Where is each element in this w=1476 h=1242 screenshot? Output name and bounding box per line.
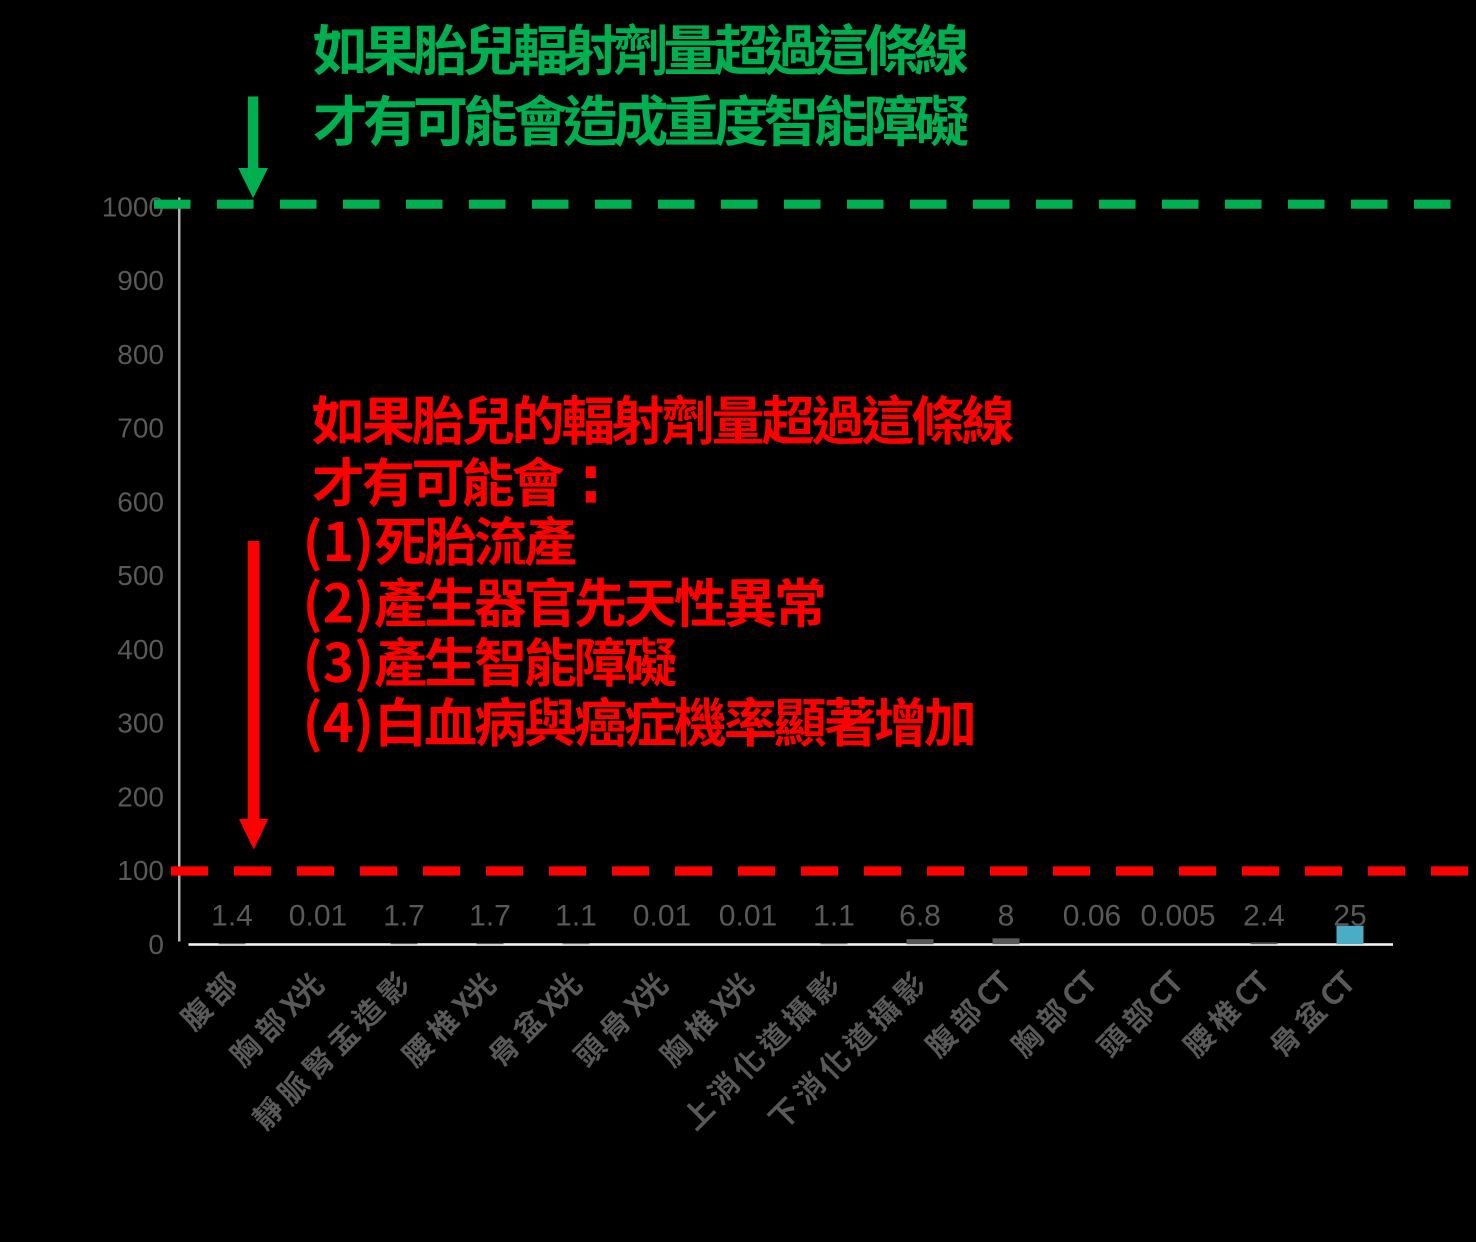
svg-text:600: 600 (117, 486, 164, 517)
svg-text:1.7: 1.7 (383, 900, 425, 933)
svg-text:300: 300 (117, 708, 164, 739)
svg-text:800: 800 (117, 339, 164, 370)
svg-text:8: 8 (998, 900, 1015, 933)
svg-text:100: 100 (117, 855, 164, 886)
svg-text:200: 200 (117, 782, 164, 813)
svg-text:700: 700 (117, 413, 164, 444)
svg-text:0: 0 (148, 929, 164, 960)
svg-text:0.01: 0.01 (289, 900, 347, 933)
svg-text:1000: 1000 (102, 191, 164, 222)
svg-text:0.01: 0.01 (719, 900, 777, 933)
svg-text:0.01: 0.01 (633, 900, 691, 933)
svg-text:25: 25 (1333, 900, 1366, 933)
svg-text:900: 900 (117, 265, 164, 296)
svg-text:0.06: 0.06 (1063, 900, 1121, 933)
svg-text:1.1: 1.1 (555, 900, 597, 933)
svg-text:400: 400 (117, 634, 164, 665)
svg-text:1.1: 1.1 (813, 900, 855, 933)
svg-text:0.005: 0.005 (1140, 900, 1215, 933)
svg-text:500: 500 (117, 560, 164, 591)
svg-text:2.4: 2.4 (1243, 900, 1285, 933)
svg-text:6.8: 6.8 (899, 900, 941, 933)
svg-text:1.7: 1.7 (469, 900, 511, 933)
svg-text:1.4: 1.4 (211, 900, 253, 933)
